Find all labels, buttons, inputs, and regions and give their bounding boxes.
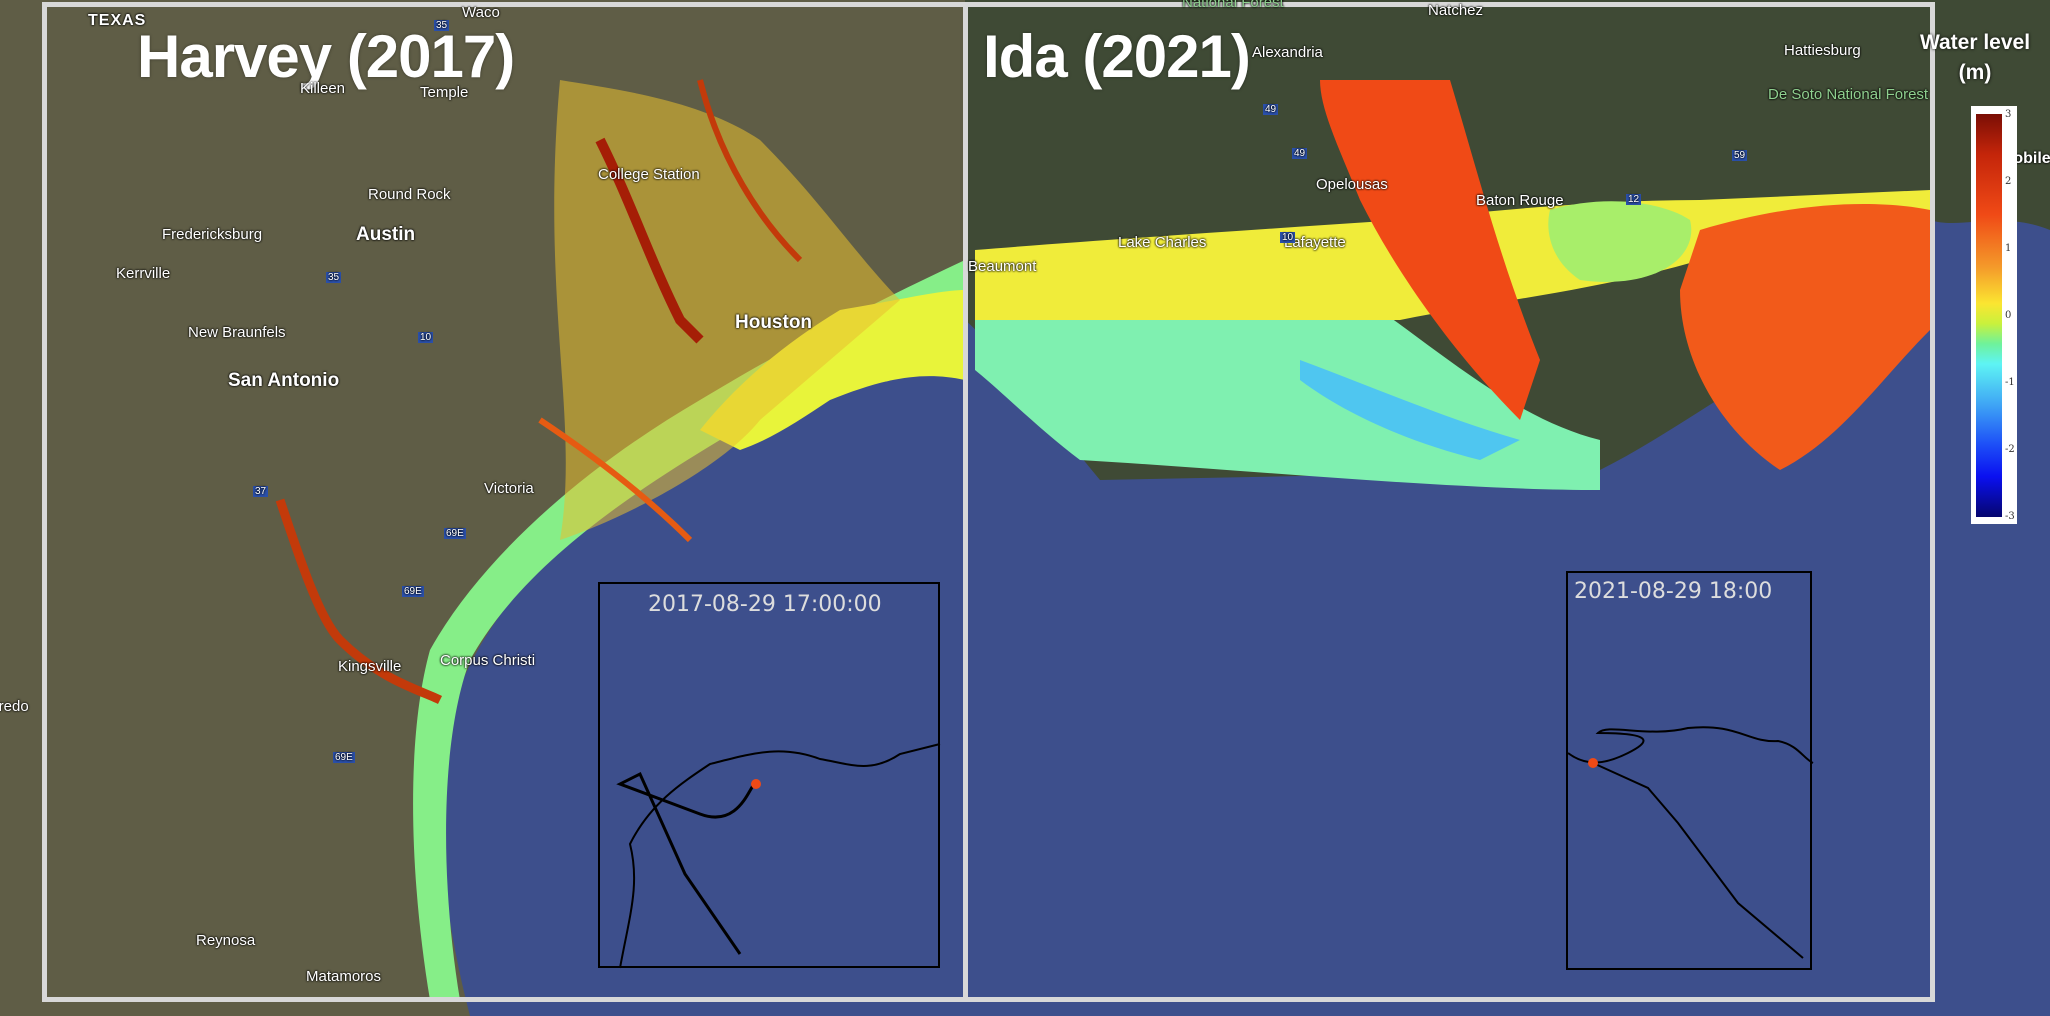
harvey-track-line xyxy=(616,771,756,955)
city-label: Baton Rouge xyxy=(1476,192,1564,209)
city-label: Lake Charles xyxy=(1118,234,1207,251)
city-label: Kerrville xyxy=(116,265,171,282)
forest-label: National Forest xyxy=(1182,0,1284,11)
harvey-timestamp: 2017-08-29 17:00:00 xyxy=(648,592,882,617)
ida-track-line xyxy=(1592,762,1804,959)
state-label: TEXAS xyxy=(88,12,147,29)
ida-track-inset: 2021-08-29 18:00 xyxy=(1566,571,1814,970)
interstate-shield-icon: 59 xyxy=(1732,150,1748,161)
colorbar-tick: 2 xyxy=(2005,176,2012,187)
colorbar-title-line2: (m) xyxy=(1958,61,1992,84)
city-label: Temple xyxy=(420,84,469,101)
interstate-shield-icon: 35 xyxy=(326,272,342,283)
ida-surge-blue xyxy=(1300,360,1520,460)
interstate-shield-icon: 69E xyxy=(333,752,355,763)
interstate-shield-icon: 12 xyxy=(1626,194,1642,205)
colorbar xyxy=(1976,114,2002,517)
city-label: Fredericksburg xyxy=(162,226,263,243)
harvey-river-flood xyxy=(275,498,443,705)
harvey-title: Harvey (2017) xyxy=(137,23,515,90)
city-label: Natchez xyxy=(1428,2,1484,19)
ida-atchafalaya-flood xyxy=(1320,80,1540,420)
city-label: Reynosa xyxy=(196,932,256,949)
colorbar-tick: -1 xyxy=(2005,377,2015,388)
harvey-river-flood xyxy=(538,417,693,543)
interstate-shield-icon: 49 xyxy=(1263,104,1279,115)
storm-position-marker xyxy=(751,779,761,789)
city-label: Houston xyxy=(735,312,813,333)
colorbar-title: Water level (m) xyxy=(1900,28,2050,88)
colorbar-tick: 1 xyxy=(2005,243,2012,254)
city-label: Killeen xyxy=(300,80,346,97)
harvey-track-inset: 2017-08-29 17:00:00 xyxy=(598,582,941,969)
harvey-river-flood xyxy=(595,137,704,344)
interstate-shield-icon: 10 xyxy=(418,332,434,343)
ida-east-surge xyxy=(1680,204,1930,471)
storm-position-marker xyxy=(1588,758,1598,768)
city-label: Opelousas xyxy=(1316,176,1388,193)
forest-label: De Soto National Forest xyxy=(1768,86,1929,103)
colorbar-tick: -3 xyxy=(2005,511,2015,522)
ida-panel-frame xyxy=(963,2,1935,1002)
harvey-houston-flood xyxy=(554,80,900,540)
interstate-shield-icon: 69E xyxy=(402,586,424,597)
colorbar-title-line1: Water level xyxy=(1919,31,2031,54)
colorbar-tick: 0 xyxy=(2005,310,2012,321)
interstate-shield-icon: 37 xyxy=(253,486,269,497)
ida-title: Ida (2021) xyxy=(983,23,1251,90)
city-label: Laredo xyxy=(0,698,29,715)
city-label: San Antonio xyxy=(228,370,340,391)
city-label: Kingsville xyxy=(338,658,402,675)
gulf-coastline xyxy=(1568,726,1814,764)
colorbar-tick: -2 xyxy=(2005,444,2015,455)
interstate-shield-icon: 10 xyxy=(1280,232,1296,243)
colorbar-tick: 3 xyxy=(2005,109,2012,120)
city-label: College Station xyxy=(598,166,700,183)
city-label: Beaumont xyxy=(968,258,1037,275)
harvey-river-flood xyxy=(697,79,803,263)
city-label: Round Rock xyxy=(368,186,451,203)
city-label: Lafayette xyxy=(1284,234,1346,251)
city-label: Victoria xyxy=(484,480,534,497)
gulf-coastline xyxy=(619,743,941,969)
interstate-shield-icon: 35 xyxy=(434,20,450,31)
city-label: Matamoros xyxy=(306,968,382,985)
interstate-shield-icon: 69E xyxy=(444,528,466,539)
ida-lake-pontchartrain xyxy=(1548,201,1692,282)
city-label: Alexandria xyxy=(1252,44,1323,61)
ida-timestamp: 2021-08-29 18:00 xyxy=(1574,579,1773,604)
city-label: Waco xyxy=(462,4,500,21)
city-label: Hattiesburg xyxy=(1784,42,1861,59)
city-label: New Braunfels xyxy=(188,324,286,341)
city-label: Austin xyxy=(356,224,416,245)
interstate-shield-icon: 49 xyxy=(1292,148,1308,159)
city-label: Corpus Christi xyxy=(440,652,536,669)
